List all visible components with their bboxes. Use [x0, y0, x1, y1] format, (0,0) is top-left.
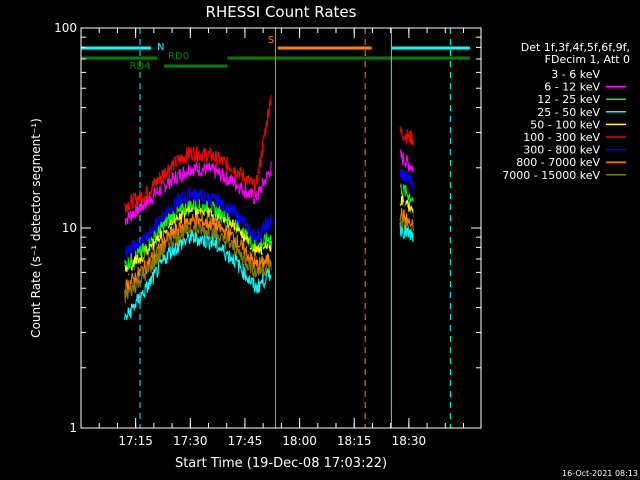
band-label-rd0: RD0 [168, 51, 189, 62]
legend-header-line-1: Det 1f,3f,4f,5f,6f,9f, [521, 41, 630, 54]
series-line-50-100-keV-1 [399, 195, 414, 218]
y-tick-label-100: 100 [54, 21, 77, 35]
series-line-800-7000-keV-0 [124, 214, 272, 297]
series-line-7000-15000-keV-0 [124, 220, 272, 304]
band-label-s: S [268, 35, 274, 46]
band-label-rd4: RD4 [130, 61, 151, 72]
x-tick-label-17-15: 17:15 [118, 434, 153, 448]
x-tick-label-18-00: 18:00 [282, 434, 317, 448]
legend-label-6-12-keV: 6 - 12 keV [544, 81, 600, 94]
x-tick-label-17-45: 17:45 [228, 434, 263, 448]
series-line-6-12-keV-1 [399, 149, 414, 172]
x-tick-label-18-30: 18:30 [392, 434, 427, 448]
legend-label-7000-15000-keV: 7000 - 15000 keV [502, 169, 600, 182]
legend-label-800-7000-keV: 800 - 7000 keV [516, 156, 600, 169]
series-line-100-300-keV-1 [399, 126, 414, 146]
y-tick-label-10: 10 [62, 221, 77, 235]
band-label-n: N [157, 42, 164, 53]
series-line-800-7000-keV-1 [399, 207, 414, 232]
series-line-300-800-keV-1 [399, 168, 414, 190]
series-line-12-25-keV-1 [400, 183, 414, 203]
legend-label-50-100-keV: 50 - 100 keV [530, 118, 600, 131]
series-line-300-800-keV-0 [124, 186, 272, 259]
x-axis-label: Start Time (19-Dec-08 17:03:22) [175, 456, 387, 471]
legend-label-25-50-keV: 25 - 50 keV [537, 106, 600, 119]
y-tick-label-1: 1 [69, 421, 77, 435]
legend-label-12-25-keV: 12 - 25 keV [537, 93, 600, 106]
series-line-100-300-keV-0 [124, 94, 272, 213]
x-tick-label-17-30: 17:30 [173, 434, 208, 448]
legend-label-3-6-keV: 3 - 6 keV [551, 68, 600, 81]
legend-label-100-300-keV: 100 - 300 keV [523, 131, 600, 144]
legend-header-line-2: FDecim 1, Att 0 [545, 53, 630, 66]
series-line-25-50-keV-0 [124, 228, 272, 320]
timestamp: 16-Oct-2021 08:13 [562, 469, 638, 478]
legend-label-300-800-keV: 300 - 800 keV [523, 144, 600, 157]
x-tick-label-18-15: 18:15 [337, 434, 372, 448]
chart-title: RHESSI Count Rates [206, 3, 357, 21]
series-line-25-50-keV-1 [399, 222, 414, 243]
series-line-6-12-keV-0 [124, 161, 272, 226]
legend: Det 1f,3f,4f,5f,6f,9f, FDecim 1, Att 0 3… [502, 41, 630, 182]
y-axis-label: Count Rate (s⁻¹ detector segment⁻¹) [29, 118, 43, 338]
